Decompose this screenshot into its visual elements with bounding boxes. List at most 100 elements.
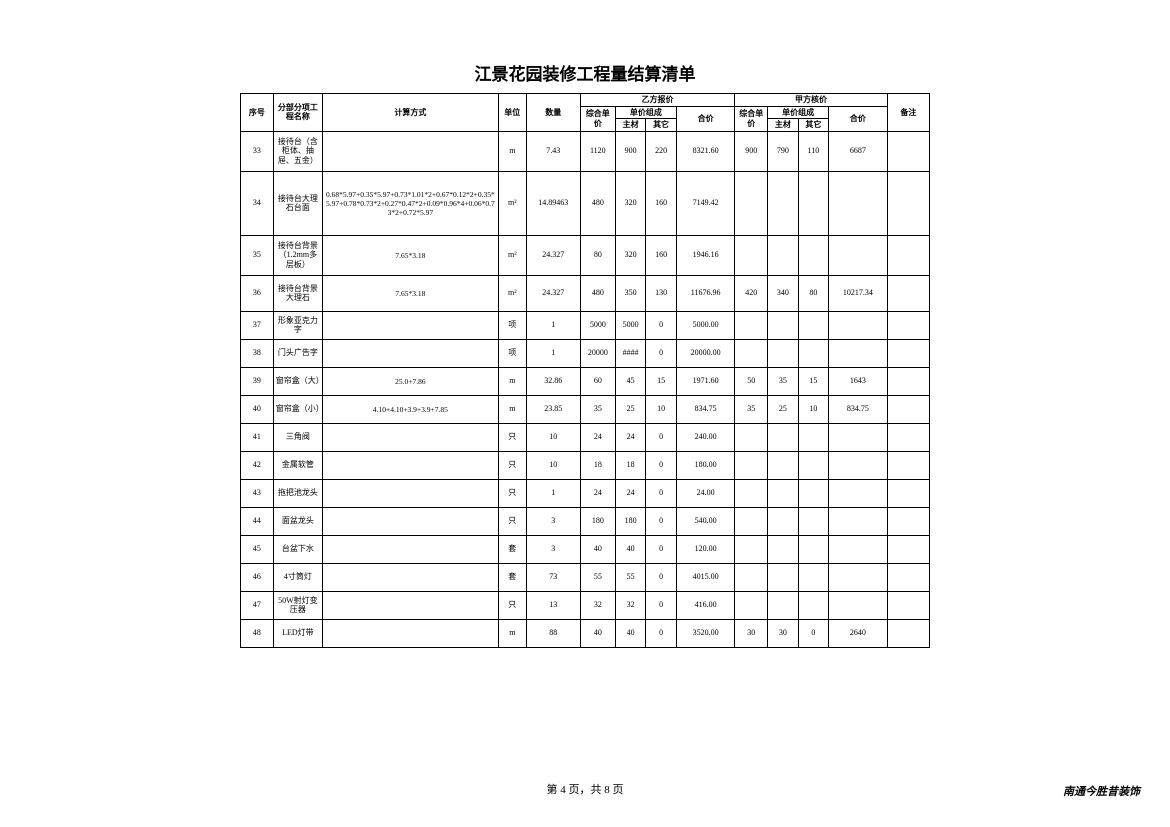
cell-j-heji [829, 591, 888, 619]
cell-name: 台盆下水 [273, 535, 322, 563]
table-row: 43拖把池龙头只12424024.00 [241, 479, 930, 507]
cell-j-qita: 0 [798, 619, 828, 647]
cell-qty: 88 [526, 619, 580, 647]
cell-unit: m [498, 367, 526, 395]
cell-y-heji: 1946.16 [676, 235, 735, 275]
cell-unit: 只 [498, 451, 526, 479]
cell-y-zhucai: 24 [615, 479, 645, 507]
table-row: 4750W射灯变压器只1332320416.00 [241, 591, 930, 619]
cell-calc: 4.10+4.10+3.9+3.9+7.85 [323, 395, 499, 423]
cell-j-qita [798, 507, 828, 535]
cell-j-qita: 10 [798, 395, 828, 423]
cell-j-zhucai [768, 423, 798, 451]
cell-j-zonghe [735, 423, 768, 451]
cell-remark [887, 535, 929, 563]
cell-remark [887, 563, 929, 591]
cell-j-zhucai: 25 [768, 395, 798, 423]
col-j-qita: 其它 [798, 119, 828, 132]
cell-y-zonghe: 80 [580, 235, 615, 275]
cell-name: 形象亚克力字 [273, 311, 322, 339]
table-row: 42金属软管只1018180180.00 [241, 451, 930, 479]
cell-qty: 73 [526, 563, 580, 591]
cell-y-zonghe: 40 [580, 535, 615, 563]
cell-j-heji [829, 535, 888, 563]
cell-y-qita: 0 [646, 535, 676, 563]
cell-remark [887, 591, 929, 619]
cell-remark [887, 311, 929, 339]
cell-y-zonghe: 24 [580, 423, 615, 451]
cell-j-qita [798, 563, 828, 591]
table-header: 序号 分部分项工程名称 计算方式 单位 数量 乙方报价 甲方核价 备注 综合单价… [241, 94, 930, 132]
cell-y-zonghe: 55 [580, 563, 615, 591]
cell-calc: 25.0+7.86 [323, 367, 499, 395]
cell-seq: 33 [241, 131, 274, 171]
cell-unit: 项 [498, 339, 526, 367]
cell-y-qita: 0 [646, 563, 676, 591]
cell-seq: 39 [241, 367, 274, 395]
cell-unit: m [498, 131, 526, 171]
cell-j-zhucai [768, 311, 798, 339]
page-number: 第 4 页，共 8 页 [0, 781, 1170, 797]
col-unit: 单位 [498, 94, 526, 132]
cell-y-zonghe: 20000 [580, 339, 615, 367]
settlement-table: 序号 分部分项工程名称 计算方式 单位 数量 乙方报价 甲方核价 备注 综合单价… [240, 93, 930, 648]
cell-j-zonghe: 35 [735, 395, 768, 423]
cell-qty: 3 [526, 535, 580, 563]
cell-y-heji: 3520.00 [676, 619, 735, 647]
cell-j-heji [829, 479, 888, 507]
cell-y-heji: 11676.96 [676, 275, 735, 311]
cell-j-heji: 2640 [829, 619, 888, 647]
cell-calc [323, 311, 499, 339]
cell-y-zhucai: 320 [615, 171, 645, 235]
cell-j-zonghe [735, 507, 768, 535]
cell-remark [887, 423, 929, 451]
cell-calc: 0.68*5.97+0.35*5.97+0.73*1.01*2+0.67*0.1… [323, 171, 499, 235]
cell-calc: 7.65*3.18 [323, 235, 499, 275]
cell-j-qita [798, 171, 828, 235]
cell-y-qita: 15 [646, 367, 676, 395]
cell-y-heji: 7149.42 [676, 171, 735, 235]
cell-y-zhucai: 32 [615, 591, 645, 619]
cell-name: 门头广告字 [273, 339, 322, 367]
table-row: 41三角阀只1024240240.00 [241, 423, 930, 451]
col-seq: 序号 [241, 94, 274, 132]
col-y-danjia: 单价组成 [615, 106, 676, 119]
col-y-zhucai: 主材 [615, 119, 645, 132]
cell-y-zonghe: 40 [580, 619, 615, 647]
cell-seq: 35 [241, 235, 274, 275]
cell-remark [887, 507, 929, 535]
cell-name: 金属软管 [273, 451, 322, 479]
cell-unit: m² [498, 171, 526, 235]
cell-y-qita: 130 [646, 275, 676, 311]
cell-y-heji: 416.00 [676, 591, 735, 619]
cell-name: 三角阀 [273, 423, 322, 451]
cell-seq: 40 [241, 395, 274, 423]
cell-unit: 只 [498, 507, 526, 535]
cell-seq: 48 [241, 619, 274, 647]
cell-j-zhucai [768, 171, 798, 235]
cell-seq: 42 [241, 451, 274, 479]
cell-j-heji: 10217.34 [829, 275, 888, 311]
table-row: 35接待台背景（1.2mm多层板）7.65*3.18m²24.327803201… [241, 235, 930, 275]
cell-remark [887, 479, 929, 507]
cell-j-qita [798, 451, 828, 479]
cell-j-zonghe: 50 [735, 367, 768, 395]
cell-calc [323, 507, 499, 535]
cell-name: 接待台大理石台面 [273, 171, 322, 235]
cell-y-zonghe: 60 [580, 367, 615, 395]
cell-seq: 47 [241, 591, 274, 619]
cell-y-qita: 0 [646, 339, 676, 367]
cell-j-qita [798, 311, 828, 339]
cell-j-heji: 6687 [829, 131, 888, 171]
cell-seq: 36 [241, 275, 274, 311]
cell-y-heji: 20000.00 [676, 339, 735, 367]
cell-j-zhucai [768, 563, 798, 591]
cell-j-heji: 834.75 [829, 395, 888, 423]
col-item-name: 分部分项工程名称 [273, 94, 322, 132]
cell-j-zonghe: 420 [735, 275, 768, 311]
cell-qty: 32.86 [526, 367, 580, 395]
cell-j-zhucai [768, 535, 798, 563]
cell-j-zhucai [768, 479, 798, 507]
cell-calc [323, 563, 499, 591]
cell-y-heji: 1971.60 [676, 367, 735, 395]
